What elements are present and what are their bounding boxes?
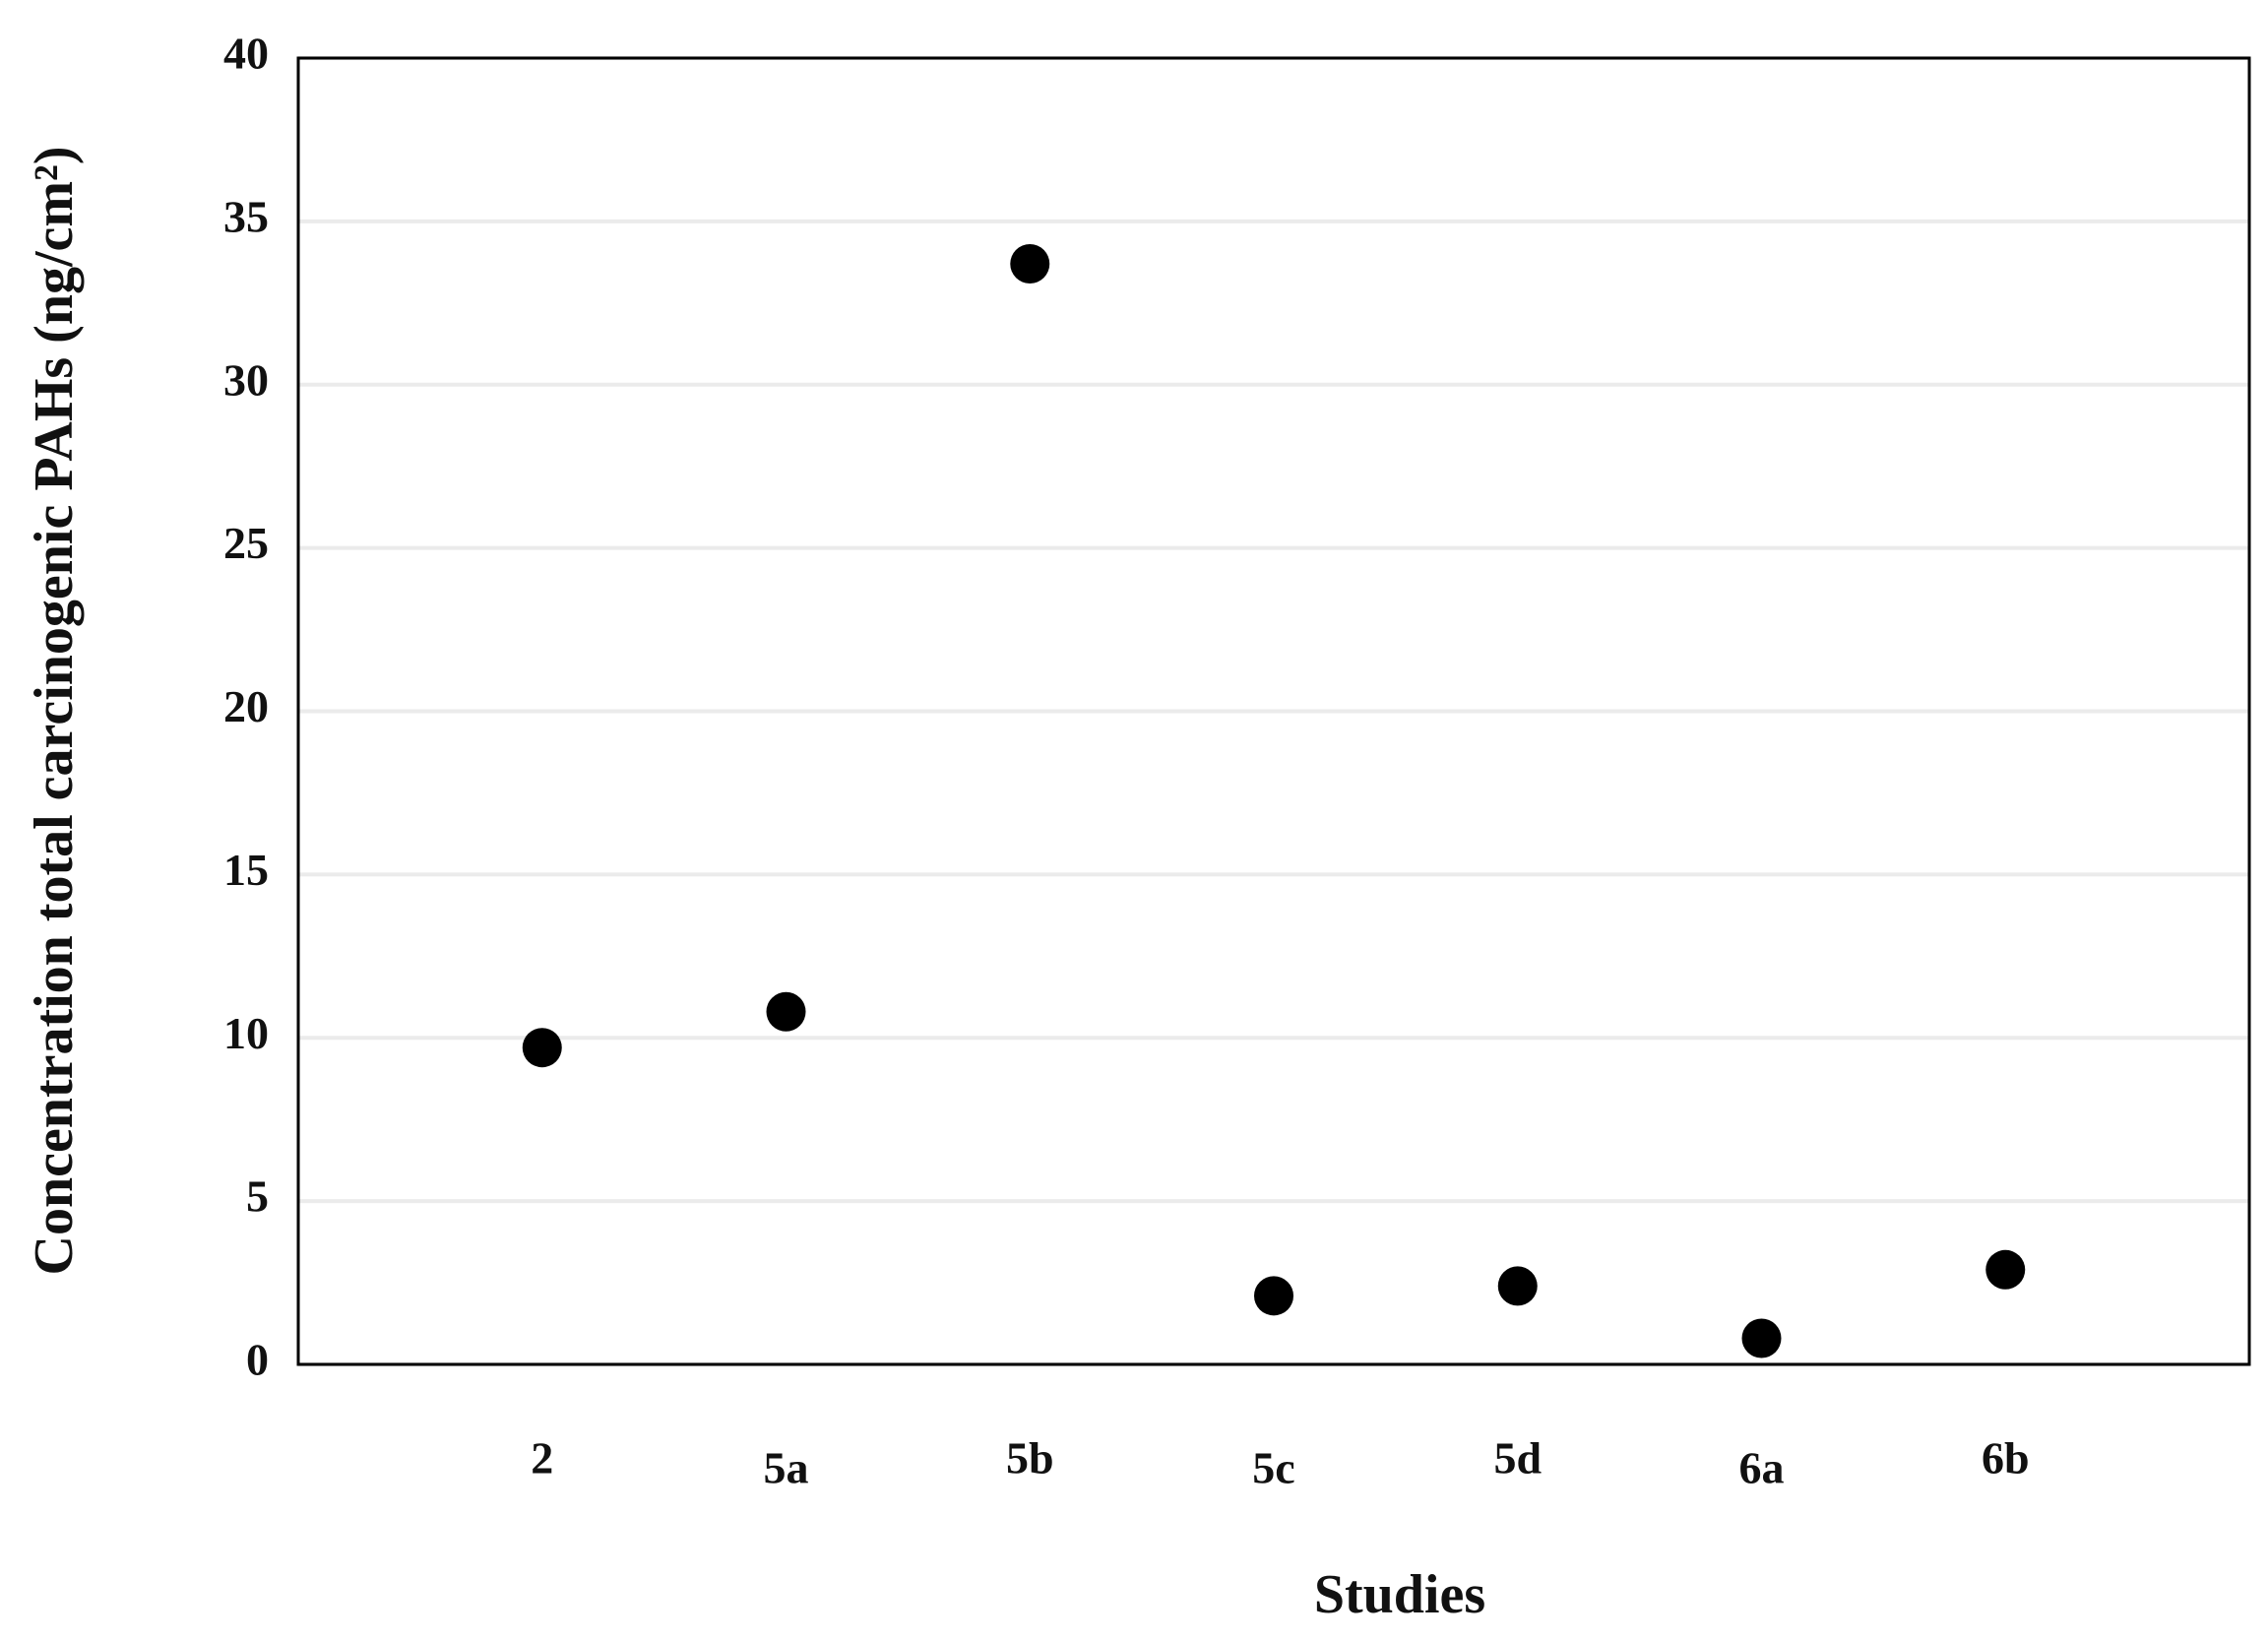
y-tick-label: 30 (223, 354, 269, 405)
x-tick-label: 5b (1006, 1433, 1054, 1484)
plot-frame (296, 56, 2251, 1366)
y-tick-label: 35 (223, 191, 269, 241)
y-tick-label: 20 (223, 681, 269, 731)
x-axis-title: Studies (1314, 1564, 1485, 1625)
point (766, 991, 806, 1032)
x-tick-label: 6b (1982, 1433, 2030, 1484)
y-tick-label: 0 (246, 1335, 269, 1385)
x-tick-label: 2 (531, 1433, 553, 1484)
y-tick-label: 25 (223, 518, 269, 568)
y-tick-label: 10 (223, 1008, 269, 1058)
y-tick-label: 40 (223, 29, 269, 79)
x-tick-label: 5a (764, 1443, 809, 1493)
point (1254, 1276, 1293, 1316)
point (1741, 1318, 1782, 1358)
x-tick-label: 6a (1739, 1443, 1785, 1493)
point (1985, 1249, 2026, 1290)
x-tick-label: 5d (1493, 1433, 1542, 1484)
y-tick-label: 5 (246, 1171, 269, 1222)
point (1497, 1266, 1538, 1306)
y-tick-label: 15 (223, 845, 269, 895)
y-axis-title: Concentration total carcinogenic PAHs (n… (24, 147, 85, 1276)
point (1010, 244, 1050, 284)
point (522, 1028, 562, 1068)
x-tick-label: 5c (1252, 1443, 1294, 1493)
